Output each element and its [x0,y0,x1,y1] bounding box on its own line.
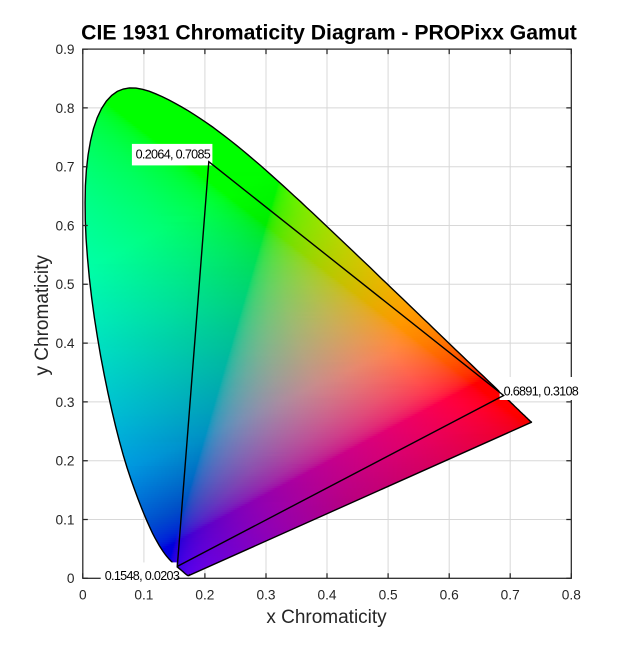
svg-text:0.9: 0.9 [55,42,74,57]
svg-text:0.1: 0.1 [134,587,153,602]
svg-text:0.4: 0.4 [55,336,74,351]
svg-text:0.4: 0.4 [317,587,336,602]
svg-text:0.2: 0.2 [55,454,74,469]
svg-text:0: 0 [79,587,87,602]
svg-text:0.6: 0.6 [55,218,74,233]
svg-text:0.3: 0.3 [256,587,275,602]
svg-text:CIE 1931 Chromaticity Diagram: CIE 1931 Chromaticity Diagram - PROPixx … [81,21,577,44]
svg-text:0.1548, 0.0203: 0.1548, 0.0203 [105,569,180,583]
svg-text:0.5: 0.5 [379,587,398,602]
svg-text:0: 0 [67,571,75,586]
svg-text:0.2064, 0.7085: 0.2064, 0.7085 [136,148,211,162]
svg-text:0.3: 0.3 [55,395,74,410]
svg-text:0.8: 0.8 [562,587,581,602]
svg-text:0.8: 0.8 [55,101,74,116]
svg-text:0.6: 0.6 [440,587,459,602]
svg-text:x Chromaticity: x Chromaticity [266,607,387,628]
svg-text:0.7: 0.7 [55,160,74,175]
svg-text:0.1: 0.1 [55,512,74,527]
svg-text:0.2: 0.2 [195,587,214,602]
svg-text:0.6891, 0.3108: 0.6891, 0.3108 [504,384,579,398]
svg-text:0.7: 0.7 [501,587,520,602]
svg-text:0.5: 0.5 [55,277,74,292]
svg-text:y Chromaticity: y Chromaticity [32,255,53,376]
